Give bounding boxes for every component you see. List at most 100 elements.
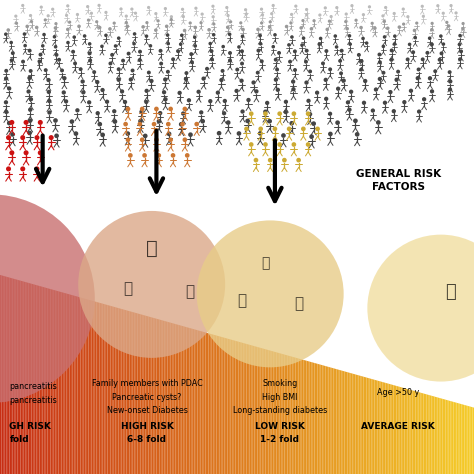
Circle shape [147,6,150,9]
Circle shape [110,53,114,57]
Circle shape [29,69,33,73]
Circle shape [83,34,86,38]
Circle shape [226,120,230,125]
Polygon shape [219,337,221,474]
Polygon shape [259,347,261,474]
Circle shape [406,57,410,61]
Polygon shape [236,341,237,474]
Polygon shape [8,277,9,474]
Circle shape [321,62,325,65]
Circle shape [394,78,399,82]
Circle shape [53,118,58,123]
Circle shape [171,153,175,158]
Circle shape [166,42,170,46]
Polygon shape [327,366,328,474]
Polygon shape [109,305,110,474]
Text: HIGH RISK: HIGH RISK [120,422,173,431]
Polygon shape [444,399,446,474]
Circle shape [226,26,229,29]
Circle shape [328,111,332,116]
Circle shape [139,109,144,114]
Polygon shape [60,292,62,474]
Polygon shape [144,315,146,474]
Circle shape [293,49,297,54]
Polygon shape [39,286,41,474]
Text: Smoking: Smoking [262,380,297,388]
Polygon shape [179,325,180,474]
Circle shape [141,25,145,29]
Polygon shape [321,365,322,474]
Circle shape [46,90,51,94]
Circle shape [81,90,85,94]
Circle shape [357,53,361,57]
Circle shape [76,13,79,16]
Circle shape [244,8,247,11]
Circle shape [137,122,142,127]
Text: Age >50 y: Age >50 y [377,388,419,397]
Circle shape [54,134,59,138]
Circle shape [292,111,296,116]
Polygon shape [16,279,18,474]
Circle shape [359,26,363,29]
Polygon shape [368,378,370,474]
Polygon shape [190,328,191,474]
Polygon shape [139,314,141,474]
Circle shape [261,13,264,17]
Circle shape [145,89,149,93]
Circle shape [81,79,85,83]
Text: 📈: 📈 [445,283,456,301]
Polygon shape [354,374,356,474]
Polygon shape [169,322,171,474]
Polygon shape [456,403,458,474]
Polygon shape [142,315,144,474]
Circle shape [62,76,66,81]
Circle shape [196,90,201,94]
Circle shape [287,127,292,131]
Polygon shape [84,298,85,474]
Polygon shape [0,275,1,474]
Polygon shape [161,320,163,474]
Circle shape [228,58,232,63]
Polygon shape [337,369,338,474]
Circle shape [221,45,225,48]
Circle shape [23,32,26,36]
Circle shape [11,51,15,55]
Circle shape [368,5,371,9]
Polygon shape [346,372,347,474]
Polygon shape [38,285,39,474]
Circle shape [176,49,180,53]
Text: 💉: 💉 [123,282,133,297]
Circle shape [42,33,46,36]
Circle shape [272,45,275,48]
Circle shape [241,27,245,31]
Polygon shape [439,398,441,474]
Circle shape [117,78,121,82]
Circle shape [377,53,382,56]
Circle shape [100,133,105,137]
Circle shape [134,11,137,15]
Circle shape [245,12,248,16]
Polygon shape [9,278,11,474]
Circle shape [147,71,151,74]
Circle shape [318,13,321,17]
Circle shape [392,109,396,113]
Polygon shape [384,383,385,474]
Circle shape [188,132,193,137]
Polygon shape [243,343,245,474]
Circle shape [260,21,263,25]
Circle shape [402,100,407,104]
Circle shape [105,100,109,104]
Polygon shape [349,373,351,474]
Circle shape [275,68,279,72]
Circle shape [182,137,187,142]
Circle shape [140,107,145,111]
Polygon shape [223,337,224,474]
Circle shape [26,25,29,28]
Circle shape [7,86,11,91]
Polygon shape [205,332,207,474]
Circle shape [44,18,47,22]
Circle shape [306,142,310,147]
Circle shape [259,42,263,46]
Circle shape [251,81,256,85]
Circle shape [244,127,249,131]
